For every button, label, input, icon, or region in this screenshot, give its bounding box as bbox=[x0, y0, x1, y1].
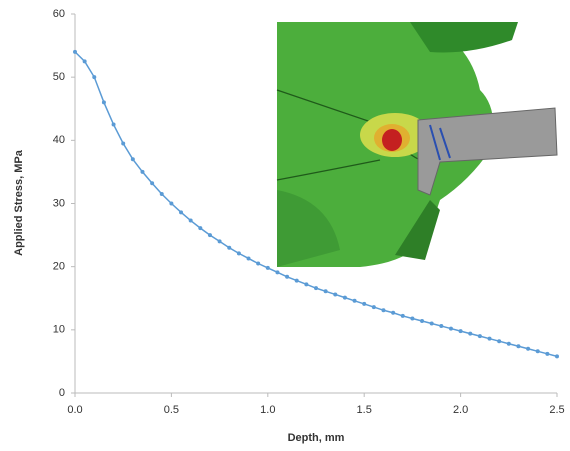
data-point bbox=[304, 282, 308, 286]
data-point bbox=[391, 311, 395, 315]
x-tick-label: 2.0 bbox=[453, 404, 468, 416]
data-point bbox=[83, 59, 87, 63]
data-point bbox=[295, 279, 299, 283]
data-point bbox=[169, 202, 173, 206]
data-point bbox=[150, 181, 154, 185]
data-point bbox=[112, 123, 116, 127]
chart: Depth, mm Applied Stress, MPa 0 10 20 30 40 5… bbox=[0, 0, 570, 446]
data-point bbox=[314, 286, 318, 290]
data-point bbox=[516, 344, 520, 348]
x-tick-label: 1.5 bbox=[357, 404, 372, 416]
data-point bbox=[526, 347, 530, 351]
x-tick-label: 1.0 bbox=[260, 404, 275, 416]
data-point bbox=[140, 170, 144, 174]
y-tick-label: 30 bbox=[53, 197, 65, 209]
data-point bbox=[198, 226, 202, 230]
x-axis-label: Depth, mm bbox=[288, 432, 345, 444]
data-point bbox=[247, 256, 251, 260]
data-point bbox=[430, 322, 434, 326]
data-point bbox=[237, 251, 241, 255]
data-point bbox=[131, 157, 135, 161]
data-point bbox=[381, 308, 385, 312]
data-point bbox=[179, 210, 183, 214]
data-point bbox=[324, 289, 328, 293]
data-point bbox=[121, 141, 125, 145]
data-point bbox=[160, 192, 164, 196]
data-point bbox=[410, 316, 414, 320]
y-tick-label: 0 bbox=[59, 387, 65, 399]
data-point bbox=[256, 262, 260, 266]
x-tick-label: 0.5 bbox=[164, 404, 179, 416]
data-point bbox=[92, 75, 96, 79]
data-point bbox=[449, 327, 453, 331]
data-point bbox=[478, 334, 482, 338]
data-point bbox=[536, 349, 540, 353]
x-tick-label: 0.0 bbox=[67, 404, 82, 416]
inset-model-image bbox=[277, 22, 557, 267]
y-tick-label: 40 bbox=[53, 134, 65, 146]
data-point bbox=[488, 337, 492, 341]
data-point bbox=[333, 292, 337, 296]
y-tick-label: 20 bbox=[53, 261, 65, 273]
y-tick-label: 60 bbox=[53, 8, 65, 20]
data-point bbox=[497, 339, 501, 343]
data-point bbox=[545, 352, 549, 356]
data-point bbox=[507, 342, 511, 346]
data-point bbox=[372, 305, 376, 309]
data-point bbox=[227, 246, 231, 250]
data-point bbox=[401, 314, 405, 318]
data-point bbox=[362, 302, 366, 306]
y-axis-label: Applied Stress, MPa bbox=[13, 149, 25, 256]
y-tick-label: 50 bbox=[53, 71, 65, 83]
data-point bbox=[102, 100, 106, 104]
data-point bbox=[285, 275, 289, 279]
data-point bbox=[353, 299, 357, 303]
data-point bbox=[275, 270, 279, 274]
data-point bbox=[468, 332, 472, 336]
x-tick-label: 2.5 bbox=[549, 404, 564, 416]
data-point bbox=[208, 233, 212, 237]
data-point bbox=[266, 266, 270, 270]
data-point bbox=[189, 219, 193, 223]
data-point bbox=[218, 239, 222, 243]
y-tick-label: 10 bbox=[53, 324, 65, 336]
data-point bbox=[555, 354, 559, 358]
data-point bbox=[73, 50, 77, 54]
data-point bbox=[420, 319, 424, 323]
data-point bbox=[343, 296, 347, 300]
data-point bbox=[439, 324, 443, 328]
data-point bbox=[459, 329, 463, 333]
